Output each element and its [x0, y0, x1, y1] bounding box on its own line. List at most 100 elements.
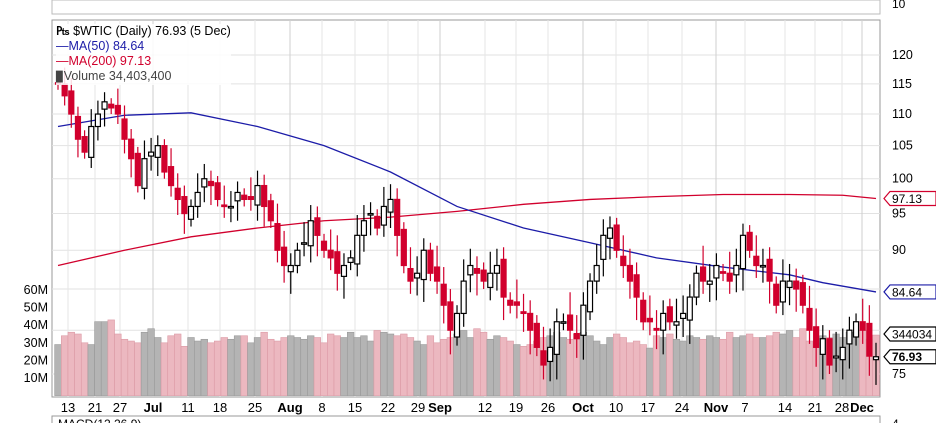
upper-panel-label: 10 — [892, 0, 906, 11]
candle — [340, 253, 348, 299]
date-tick-label: Oct — [572, 400, 594, 415]
candle-body — [680, 312, 687, 320]
candle-body — [527, 312, 534, 331]
volume-bar — [400, 333, 408, 396]
candle-body — [706, 280, 713, 285]
date-tick-label: 14 — [778, 400, 792, 415]
candle-body — [513, 301, 520, 306]
candle — [799, 274, 806, 314]
candle-body — [121, 118, 128, 140]
candle — [94, 100, 102, 141]
candle — [533, 315, 540, 357]
candle — [653, 310, 660, 350]
volume-callout-box — [883, 326, 936, 342]
volume-bar — [440, 338, 448, 396]
candle — [759, 248, 767, 283]
candle — [480, 262, 487, 290]
volume-bar — [632, 340, 641, 396]
date-tick-label: 17 — [641, 400, 655, 415]
date-tick-label: 19 — [509, 400, 523, 415]
volume-tick-label: 50M — [24, 301, 48, 315]
candle-body — [573, 332, 580, 340]
candle-body — [480, 269, 487, 282]
volume-bar — [140, 331, 149, 396]
candle — [839, 328, 846, 380]
candle — [793, 268, 800, 312]
date-tick-label: 24 — [675, 400, 689, 415]
candle-body — [167, 166, 175, 187]
volume-bar — [300, 338, 308, 396]
price-tick-label: 100 — [892, 172, 913, 186]
candle-body — [74, 115, 82, 140]
volume-bar — [220, 337, 228, 396]
volume-bar — [340, 337, 348, 396]
candle — [154, 135, 161, 177]
volume-bar — [287, 335, 295, 396]
candle — [560, 313, 567, 331]
candle-body — [832, 355, 840, 359]
date-tick-label: 26 — [541, 400, 555, 415]
candle-body — [507, 299, 514, 306]
candle — [726, 251, 733, 294]
candle — [227, 191, 235, 223]
date-tick-label: 29 — [411, 400, 425, 415]
candle — [719, 263, 727, 282]
candle — [500, 247, 507, 321]
volume-bar — [147, 328, 155, 396]
candle — [108, 98, 115, 115]
candle — [786, 263, 793, 306]
candle — [806, 285, 813, 344]
candle — [513, 279, 520, 319]
candle-body — [566, 314, 574, 331]
chart-legend: ₧ $WTIC (Daily) 76.93 (5 Dec) —MA(50) 84… — [56, 24, 231, 85]
candle — [613, 217, 620, 258]
volume-bar — [180, 346, 188, 396]
legend-ma50: —MA(50) 84.64 — [56, 39, 145, 53]
volume-bar — [726, 331, 734, 396]
candle — [433, 245, 441, 294]
upper-panel — [51, 0, 881, 15]
candle — [600, 219, 607, 277]
candle-body — [540, 350, 547, 366]
volume-bar — [732, 337, 740, 396]
date-tick-label: 11 — [181, 400, 195, 415]
date-tick-label: 7 — [741, 400, 748, 415]
volume-bar — [805, 340, 814, 396]
candle — [460, 259, 467, 327]
candle-body — [407, 267, 414, 282]
date-tick-label: Sep — [428, 400, 452, 415]
candle — [254, 170, 261, 221]
candle-body — [68, 90, 75, 115]
candle — [214, 176, 221, 207]
volume-callout: 344034 — [883, 326, 936, 342]
volume-bar — [240, 335, 248, 396]
candle — [826, 330, 833, 374]
date-tick-label: Jul — [144, 400, 163, 415]
candle-body — [600, 234, 607, 260]
volume-bar — [466, 337, 474, 396]
candle — [507, 292, 514, 314]
volume-bar — [699, 338, 707, 396]
volume-bar — [353, 337, 361, 396]
candle-body — [719, 271, 727, 274]
candle — [427, 242, 434, 282]
candle — [673, 298, 680, 339]
candle — [354, 214, 361, 277]
candle — [666, 298, 673, 331]
volume-bar — [433, 342, 441, 396]
date-tick-label: Dec — [850, 400, 874, 415]
date-tick-label: 28 — [835, 400, 849, 415]
volume-bar — [373, 330, 381, 396]
candle-body — [753, 255, 760, 267]
volume-bar — [233, 335, 242, 396]
ma200-callout: 97.13 — [883, 190, 936, 207]
candle-body — [766, 258, 773, 282]
candle — [261, 174, 268, 227]
candle — [207, 170, 215, 206]
candle — [281, 230, 288, 283]
candle — [134, 146, 141, 193]
candle — [247, 177, 254, 211]
price-tick-label: 120 — [892, 48, 913, 62]
candlestick-icon: ₧ — [56, 24, 70, 38]
volume-bar — [593, 340, 601, 396]
